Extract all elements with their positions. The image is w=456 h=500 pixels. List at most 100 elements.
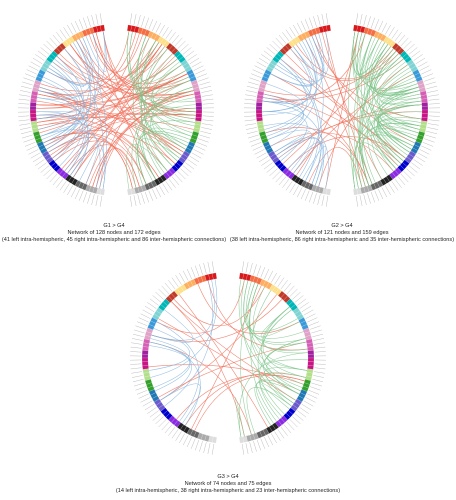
left-intra-edge: [275, 31, 330, 82]
left-intra-edge: [67, 38, 96, 174]
node-label-tick: [56, 178, 64, 188]
node-label-tick: [99, 195, 103, 207]
ring-segment-left: [100, 24, 105, 32]
caption-g1: G1 > G4 Network of 128 nodes and 172 edg…: [0, 223, 228, 245]
connectogram-g3: [130, 261, 326, 455]
ring-segment-left: [282, 45, 290, 53]
ring-segment-left: [30, 94, 38, 100]
node-label-tick: [175, 431, 182, 441]
ring-segment-left: [88, 185, 95, 193]
node-label-tick: [135, 386, 146, 391]
inter-hemispheric-edge: [40, 42, 160, 92]
node-label-tick: [140, 313, 151, 319]
ring-segment-right: [195, 113, 202, 118]
node-label-tick: [286, 421, 295, 431]
ring-segment-right: [195, 109, 203, 114]
node-label-tick: [20, 131, 32, 135]
node-label-tick: [378, 20, 384, 32]
inter-hemispheric-edge: [148, 364, 304, 385]
left-intra-edge: [156, 321, 200, 422]
left-intra-edge: [82, 37, 107, 189]
node-label-tick: [177, 40, 186, 49]
node-label-tick: [99, 13, 103, 25]
node-label-tick: [415, 57, 426, 65]
ring-segment-left: [274, 159, 282, 167]
node-label-tick: [18, 98, 30, 101]
node-label-tick: [18, 115, 30, 117]
node-label-tick: [134, 329, 145, 334]
left-intra-edge: [262, 46, 312, 103]
inter-hemispheric-edge: [305, 38, 366, 187]
node-label-tick: [130, 367, 142, 370]
node-label-tick: [426, 131, 438, 135]
node-label-tick: [138, 393, 149, 399]
left-intra-edge: [270, 34, 323, 86]
ring-segment-left: [153, 398, 162, 406]
ring-segment-left: [168, 293, 176, 301]
right-intra-edge: [247, 282, 304, 339]
ring-segment-left: [85, 28, 92, 36]
node-label-tick: [52, 176, 61, 186]
ring-segment-left: [257, 90, 265, 96]
node-label-tick: [149, 410, 159, 418]
node-label-tick: [152, 188, 158, 200]
node-label-tick: [241, 443, 245, 455]
node-label-tick: [296, 187, 303, 198]
inter-hemispheric-edge: [102, 31, 176, 165]
ring-segment-left: [171, 290, 179, 299]
node-label-tick: [132, 333, 144, 337]
network-panel-g3: [120, 250, 336, 466]
node-label-tick: [245, 123, 257, 126]
ring-segment-left: [142, 368, 150, 374]
node-label-tick: [40, 47, 50, 55]
node-label-tick: [70, 22, 77, 33]
node-label-tick: [191, 61, 202, 68]
right-intra-edge: [240, 279, 292, 407]
left-intra-edge: [40, 122, 79, 137]
ring-segment-left: [260, 134, 268, 141]
ring-segment-left: [270, 153, 278, 161]
left-intra-edge: [38, 90, 89, 178]
node-label-tick: [278, 176, 287, 186]
ring-segment-left: [31, 124, 39, 130]
ring-segment-left: [291, 38, 298, 46]
node-label-tick: [283, 424, 292, 434]
ring-segment-right: [195, 106, 203, 111]
node-label-tick: [182, 270, 189, 281]
node-label-tick: [381, 187, 388, 198]
inter-hemispheric-edge: [171, 301, 245, 437]
inter-hemispheric-edge: [92, 93, 195, 187]
node-label-tick: [171, 34, 180, 44]
node-label-tick: [311, 329, 322, 334]
node-label-tick: [411, 50, 421, 58]
ring-segment-left: [150, 392, 158, 399]
node-label-tick: [419, 149, 430, 155]
node-label-tick: [415, 155, 426, 163]
right-intra-edge: [129, 31, 195, 127]
node-label-tick: [200, 131, 212, 135]
right-intra-edge: [366, 40, 410, 153]
node-label-tick: [46, 171, 55, 180]
inter-hemispheric-edge: [314, 34, 416, 144]
inter-hemispheric-edge: [38, 32, 137, 95]
inter-hemispheric-edge: [295, 44, 397, 80]
node-label-tick: [297, 298, 307, 306]
inter-hemispheric-edge: [38, 90, 186, 150]
node-label-tick: [193, 149, 204, 155]
node-label-tick: [406, 43, 415, 52]
node-label-tick: [24, 142, 36, 147]
right-intra-edge: [126, 31, 193, 134]
left-intra-edge: [265, 61, 308, 134]
node-label-tick: [74, 20, 80, 32]
ring-segment-left: [141, 354, 149, 359]
node-label-tick: [378, 188, 384, 200]
right-intra-edge: [361, 48, 394, 183]
caption-g2-detail: (38 left intra-hemispheric, 86 right int…: [229, 237, 455, 244]
inter-hemispheric-edge: [308, 147, 363, 188]
network-panel-g2: [234, 2, 450, 218]
inter-hemispheric-edge: [36, 73, 188, 109]
node-label-tick: [271, 272, 277, 283]
ring-segment-left: [177, 422, 184, 430]
node-label-tick: [20, 85, 32, 89]
inter-hemispheric-edge: [265, 127, 370, 186]
